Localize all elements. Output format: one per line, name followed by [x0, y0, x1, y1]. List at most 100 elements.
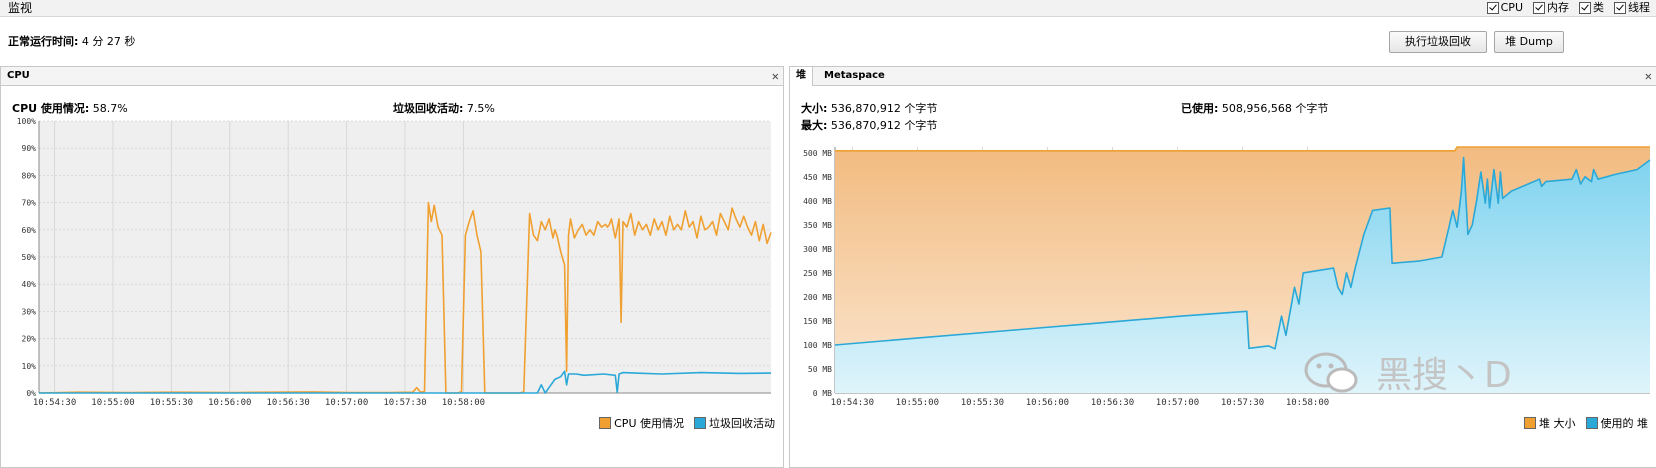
x-tick-label: 10:54:30	[831, 398, 874, 408]
x-tick-label: 10:55:30	[150, 398, 193, 408]
x-tick-label: 10:55:30	[961, 398, 1004, 408]
uptime-value: 4 分 27 秒	[81, 35, 136, 48]
x-tick-label: 10:56:30	[267, 398, 310, 408]
close-icon[interactable]: ✕	[771, 69, 779, 83]
heap-max-value: 536,870,912 个字节	[830, 119, 938, 132]
legend-swatch	[694, 417, 706, 429]
wechat-watermark: 黑搜丶D	[1300, 340, 1520, 400]
checkbox-memory[interactable]: 内存	[1533, 0, 1569, 16]
y-tick-label: 40%	[22, 280, 37, 289]
legend-item-used-heap: 使用的 堆	[1585, 415, 1649, 431]
y-tick-label: 400 MB	[803, 197, 832, 206]
y-tick-label: 90%	[22, 144, 37, 153]
heap-chart: 10:54:30 10:55:00 10:55:30 10:56:00 10:56:30…	[803, 146, 1651, 408]
monitor-title: 监视	[8, 1, 33, 15]
series-area	[835, 157, 1650, 393]
heap-legend: 堆 大小 使用的 堆	[1524, 415, 1648, 431]
heap-max-label: 最大:	[801, 119, 828, 132]
checkbox-checked-icon[interactable]	[1533, 2, 1545, 14]
legend-label: 垃圾回收活动	[709, 417, 775, 430]
x-tick-label: 10:58:00	[442, 398, 485, 408]
cpu-usage-label: CPU 使用情况:	[12, 102, 90, 115]
uptime-label: 正常运行时间:	[8, 35, 79, 48]
y-tick-label: 0%	[26, 389, 36, 398]
checkbox-classes-label: 类	[1593, 1, 1604, 14]
tab-heap[interactable]: 堆	[790, 67, 813, 86]
x-tick-label: 10:57:30	[383, 398, 426, 408]
tab-cpu[interactable]: CPU	[7, 70, 30, 81]
y-tick-label: 20%	[22, 335, 37, 344]
series-line	[835, 146, 1650, 152]
y-tick-label: 150 MB	[803, 317, 832, 326]
heap-dump-button[interactable]: 堆 Dump	[1494, 31, 1564, 53]
cpu-usage-stat: CPU 使用情况: 58.7%	[12, 100, 128, 116]
cpu-tabstrip: CPU ✕	[1, 67, 783, 86]
x-tick-label: 10:57:00	[325, 398, 368, 408]
gc-activity-value: 7.5%	[466, 102, 495, 115]
close-icon[interactable]: ✕	[1644, 69, 1652, 83]
cpu-chart: 10:54:30 10:55:00 10:55:30 10:56:00 10:56:30…	[17, 117, 772, 408]
heap-size-stat: 大小: 536,870,912 个字节	[801, 100, 937, 116]
x-tick-label: 10:57:30	[1221, 398, 1264, 408]
checkbox-cpu[interactable]: CPU	[1486, 0, 1523, 16]
y-tick-label: 80%	[22, 171, 37, 180]
legend-label: 堆 大小	[1539, 417, 1576, 430]
heap-tabstrip: 堆 Metaspace ✕	[790, 67, 1656, 86]
heap-panel: 堆 Metaspace ✕ 大小: 536,870,912 个字节 最大: 53…	[789, 66, 1656, 468]
monitor-header-bar: 监视 CPU 内存 类 线程	[0, 0, 1656, 17]
legend-swatch	[1585, 417, 1598, 429]
y-tick-label: 100%	[17, 117, 36, 126]
x-tick-label: 10:58:00	[1286, 398, 1329, 408]
view-checkboxes: CPU 内存 类 线程	[1486, 0, 1650, 16]
cpu-legend: CPU 使用情况 垃圾回收活动	[599, 415, 775, 431]
y-tick-label: 50 MB	[808, 365, 832, 374]
y-tick-label: 250 MB	[803, 269, 832, 278]
heap-size-label: 大小:	[801, 102, 828, 115]
checkbox-memory-label: 内存	[1547, 1, 1569, 14]
x-tick-label: 10:55:00	[896, 398, 939, 408]
uptime: 正常运行时间: 4 分 27 秒	[8, 33, 135, 49]
y-tick-label: 300 MB	[803, 245, 832, 254]
cpu-panel: CPU ✕ CPU 使用情况: 58.7% 垃圾回收活动: 7.5% 10:54…	[0, 66, 784, 468]
gc-activity-label: 垃圾回收活动:	[393, 102, 464, 115]
heap-size-value: 536,870,912 个字节	[830, 102, 938, 115]
checkbox-threads[interactable]: 线程	[1614, 0, 1650, 16]
tab-metaspace[interactable]: Metaspace	[824, 70, 885, 81]
legend-swatch	[1524, 417, 1536, 429]
checkbox-checked-icon[interactable]	[1579, 2, 1591, 14]
x-tick-label: 10:54:30	[33, 398, 76, 408]
legend-item-gc-activity: 垃圾回收活动	[694, 415, 775, 431]
x-tick-label: 10:56:30	[1091, 398, 1134, 408]
y-tick-label: 0 MB	[813, 389, 832, 398]
y-tick-label: 30%	[22, 307, 37, 316]
legend-item-cpu-usage: CPU 使用情况	[599, 415, 684, 431]
y-tick-label: 350 MB	[803, 221, 832, 230]
legend-item-heap-size: 堆 大小	[1524, 415, 1576, 431]
y-tick-label: 10%	[22, 362, 37, 371]
cpu-usage-value: 58.7%	[92, 102, 128, 115]
watermark-text: 黑搜丶D	[1376, 355, 1512, 396]
series-line	[39, 370, 772, 394]
heap-used-label: 已使用:	[1181, 102, 1219, 115]
y-tick-label: 200 MB	[803, 293, 832, 302]
series-line	[38, 201, 772, 394]
perform-gc-button[interactable]: 执行垃圾回收	[1389, 31, 1487, 53]
y-tick-label: 500 MB	[803, 149, 832, 158]
x-tick-label: 10:56:00	[1026, 398, 1069, 408]
checkbox-cpu-label: CPU	[1500, 1, 1523, 14]
checkbox-threads-label: 线程	[1628, 1, 1650, 14]
checkbox-classes[interactable]: 类	[1579, 0, 1604, 16]
checkbox-checked-icon[interactable]	[1614, 2, 1626, 14]
y-tick-label: 50%	[22, 253, 37, 262]
legend-label: CPU 使用情况	[614, 417, 684, 430]
y-tick-label: 70%	[22, 199, 37, 208]
y-tick-label: 450 MB	[803, 173, 832, 182]
gc-activity-stat: 垃圾回收活动: 7.5%	[393, 100, 495, 116]
legend-label: 使用的 堆	[1600, 417, 1649, 430]
legend-swatch	[599, 417, 612, 429]
y-tick-label: 100 MB	[803, 341, 832, 350]
wechat-logo-icon	[1304, 352, 1358, 393]
y-tick-label: 60%	[22, 226, 37, 235]
x-tick-label: 10:57:00	[1156, 398, 1199, 408]
checkbox-checked-icon[interactable]	[1486, 2, 1499, 14]
